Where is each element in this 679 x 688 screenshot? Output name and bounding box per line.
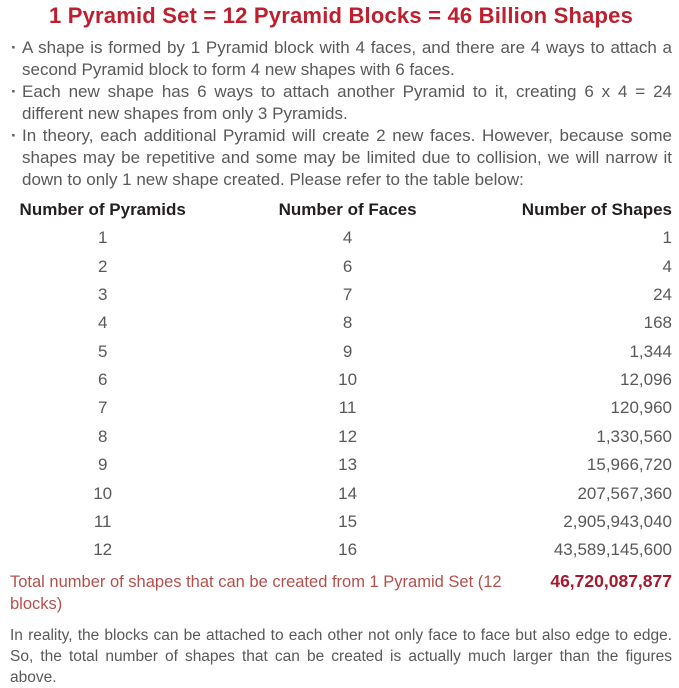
table-cell: 10	[93, 483, 113, 503]
table-cell: 4	[97, 313, 108, 333]
table-row: 10 14 207,567,360	[10, 479, 672, 507]
table-cell: 207,567,360	[577, 483, 672, 503]
table-cell: 2,905,943,040	[563, 511, 672, 531]
table-cell: 6	[342, 256, 353, 276]
table-row: 11 15 2,905,943,040	[10, 508, 672, 536]
table-cell: 13	[338, 455, 358, 475]
total-value: 46,720,087,877	[550, 570, 672, 591]
document-page: 1 Pyramid Set = 12 Pyramid Blocks = 46 B…	[10, 3, 672, 686]
column-header-pyramids: Number of Pyramids	[19, 200, 186, 219]
table-header-row: Number of Pyramids Number of Faces Numbe…	[10, 195, 672, 224]
bullet-text: A shape is formed by 1 Pyramid block wit…	[22, 38, 672, 79]
table-cell: 11	[338, 398, 357, 418]
bullet-text: In theory, each additional Pyramid will …	[22, 126, 672, 189]
table-cell: 24	[653, 284, 672, 304]
table-row: 12 16 43,589,145,600	[10, 536, 672, 564]
table-cell: 9	[342, 341, 353, 361]
table-cell: 12	[338, 426, 358, 446]
table-cell: 1	[97, 228, 108, 248]
table-row: 9 13 15,966,720	[10, 451, 672, 479]
table-cell: 15,966,720	[586, 455, 672, 475]
table-row: 5 9 1,344	[10, 338, 672, 366]
shapes-table-body: 1 4 1 2 6 4 3 7 24 4 8 168 5 9 1,344 6 10 12,096 7 11 120,96…	[10, 224, 672, 565]
table-cell: 11	[93, 511, 112, 531]
table-cell: 10	[338, 370, 358, 390]
bullet-item: · Each new shape has 6 ways to attach ano…	[11, 81, 672, 125]
table-cell: 43,589,145,600	[553, 540, 672, 560]
table-cell: 168	[643, 313, 672, 333]
table-cell: 7	[97, 398, 108, 418]
table-row: 8 12 1,330,560	[10, 423, 672, 451]
table-cell: 3	[97, 284, 108, 304]
bullet-item: · A shape is formed by 1 Pyramid block wi…	[11, 37, 672, 81]
table-cell: 14	[338, 483, 358, 503]
shapes-table: Number of Pyramids Number of Faces Numbe…	[10, 195, 672, 565]
table-cell: 12	[93, 540, 113, 560]
column-header-faces: Number of Faces	[278, 200, 417, 219]
table-cell: 120,960	[610, 398, 672, 418]
table-cell: 7	[342, 284, 353, 304]
page-title: 1 Pyramid Set = 12 Pyramid Blocks = 46 B…	[48, 3, 634, 28]
table-cell: 8	[97, 426, 108, 446]
table-row: 1 4 1	[10, 224, 672, 252]
footnote-text: In reality, the blocks can be attached t…	[10, 626, 672, 686]
bullet-text: Each new shape has 6 ways to attach anot…	[22, 82, 672, 123]
total-label: Total number of shapes that can be creat…	[10, 572, 502, 613]
table-cell: 9	[97, 455, 108, 475]
table-row: 6 10 12,096	[10, 366, 672, 394]
bullet-marker: ·	[11, 126, 17, 145]
bullet-marker: ·	[11, 38, 17, 57]
table-row: 4 8 168	[10, 309, 672, 337]
table-cell: 6	[97, 370, 108, 390]
table-cell: 15	[338, 511, 358, 531]
table-cell: 2	[97, 256, 108, 276]
table-row: 3 7 24	[10, 281, 672, 309]
table-cell: 5	[97, 341, 108, 361]
bullet-item: · In theory, each additional Pyramid will…	[11, 125, 672, 191]
table-cell: 12,096	[620, 370, 672, 390]
table-cell: 16	[338, 540, 358, 560]
bullet-list: · A shape is formed by 1 Pyramid block wi…	[10, 37, 672, 191]
total-row: Total number of shapes that can be creat…	[10, 570, 672, 615]
table-cell: 8	[342, 313, 353, 333]
table-cell: 4	[662, 256, 672, 276]
bullet-marker: ·	[11, 82, 17, 101]
shapes-table-head: Number of Pyramids Number of Faces Numbe…	[10, 195, 672, 224]
table-cell: 1	[662, 228, 672, 248]
table-row: 7 11 120,960	[10, 394, 672, 422]
table-cell: 4	[342, 228, 353, 248]
table-cell: 1,344	[629, 341, 672, 361]
table-row: 2 6 4	[10, 252, 672, 280]
column-header-shapes: Number of Shapes	[521, 200, 672, 219]
table-cell: 1,330,560	[596, 426, 672, 446]
